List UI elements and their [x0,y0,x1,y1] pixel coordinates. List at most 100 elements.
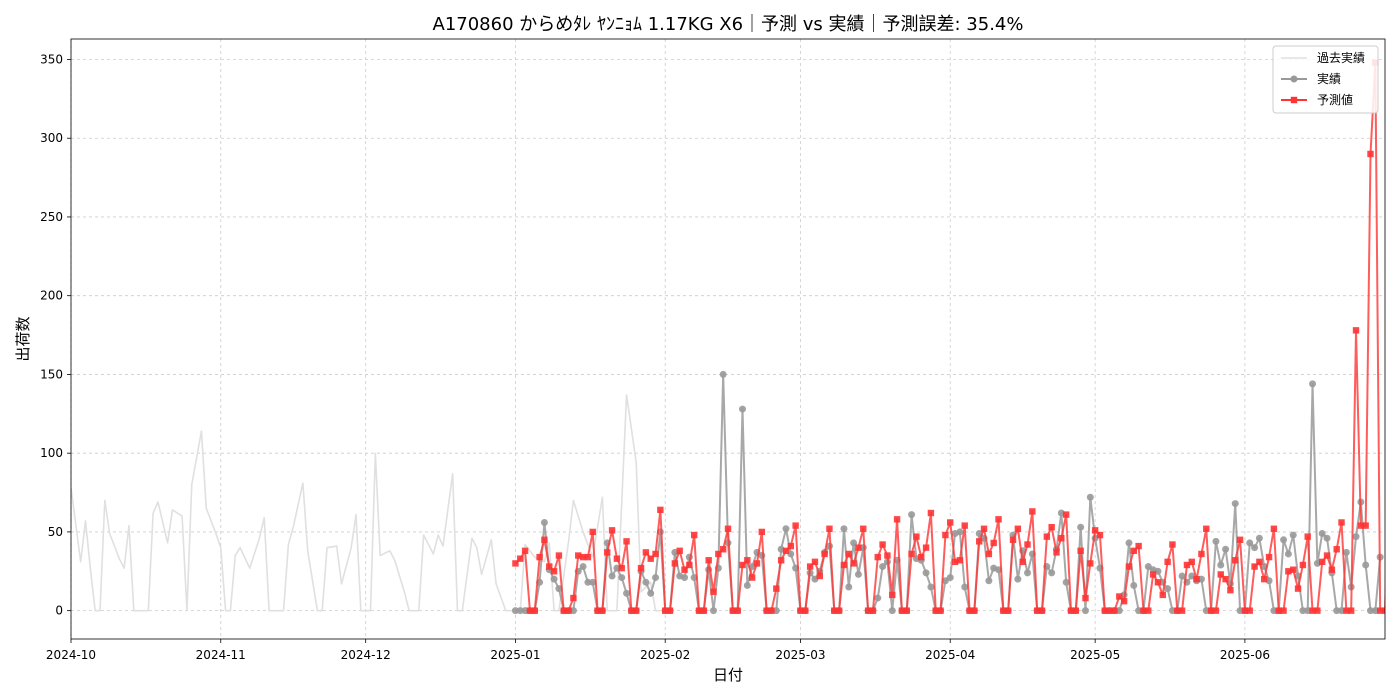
data-point [1077,523,1085,531]
data-point [1024,541,1031,548]
data-point [1367,607,1375,615]
data-point [1381,607,1385,614]
data-point [811,558,819,566]
data-point [575,552,582,559]
data-point [516,607,524,615]
data-point [773,585,780,592]
plot-area [71,59,1385,615]
data-point [1231,500,1239,508]
data-point [743,581,751,589]
data-point [1048,569,1056,577]
data-point [869,607,877,614]
data-point [1299,561,1307,569]
x-axis-label: 日付 [713,666,743,684]
data-point [1135,542,1142,550]
chart-title: A170860 からめﾀﾚ ﾔﾝﾆｮﾑ 1.17KG X6｜予測 vs 実績｜予… [433,14,1024,35]
data-point [1367,150,1374,158]
data-point [1284,550,1292,558]
data-point [1362,522,1369,529]
data-point [995,516,1002,523]
y-tick-label: 150 [40,367,63,381]
data-point [710,607,718,615]
data-point [961,522,968,529]
data-point [1328,566,1336,573]
data-point [932,607,939,614]
data-point [860,525,867,532]
series-line-3 [514,61,1385,612]
data-point [893,516,901,523]
data-point [855,544,862,551]
x-tick-label: 2025-03 [775,648,825,662]
data-point [874,553,881,561]
data-point [1343,607,1350,614]
data-point [540,518,548,526]
data-point [821,550,828,558]
data-point [531,607,538,614]
data-point [652,574,660,582]
data-point [637,564,645,572]
data-point [1217,561,1225,569]
data-point [521,547,529,555]
data-point [1203,525,1210,532]
data-point [1314,607,1321,614]
data-point [1217,571,1224,578]
data-point [1014,575,1022,583]
data-point [1198,550,1205,558]
data-point [1255,534,1263,542]
data-point [898,607,906,614]
data-point [908,511,916,519]
data-point [1082,594,1089,602]
data-point [802,607,809,614]
data-point [806,563,814,570]
data-point [1232,557,1239,564]
y-tick-label: 350 [40,52,63,66]
data-point [792,522,799,529]
data-point [710,588,717,595]
data-point [1077,547,1084,555]
data-point [1309,380,1317,388]
data-point [1111,607,1118,614]
data-point [1014,525,1022,532]
data-point [831,607,838,614]
data-point [1183,561,1191,569]
data-point [1236,536,1244,543]
data-point [647,555,654,562]
data-point [618,564,625,572]
data-point [584,578,592,586]
data-point [845,550,852,558]
data-point [782,525,790,533]
data-point [1352,327,1360,334]
data-point [719,370,727,378]
y-axis: 0 50 100 150 200 250 300 350 [40,52,71,618]
data-point [826,525,833,532]
data-point [976,538,983,545]
data-point [719,546,727,553]
data-point [1222,575,1229,583]
data-point [845,583,853,591]
data-point [1275,607,1282,614]
data-point [608,572,616,580]
data-point [1178,607,1186,614]
x-axis: 2024-10 2024-11 2024-12 2025-01 2025-02 2025-… [46,639,1270,662]
x-tick-label: 2025-06 [1220,648,1270,662]
data-point [922,569,930,577]
data-point [966,607,973,614]
data-point [652,550,659,558]
data-point [1072,607,1080,614]
data-point [1304,533,1311,540]
data-point [1067,607,1075,614]
data-point [700,607,708,614]
data-point [1212,537,1220,545]
data-point [1222,545,1230,553]
plot-frame [70,38,1386,640]
data-point [985,550,993,558]
data-point [657,506,664,514]
data-point [671,560,679,567]
data-point [985,577,993,585]
data-point [1265,553,1273,561]
data-point [1290,566,1297,573]
data-point [961,583,969,591]
data-point [613,555,621,562]
data-point [797,607,804,614]
data-point [1062,578,1070,586]
